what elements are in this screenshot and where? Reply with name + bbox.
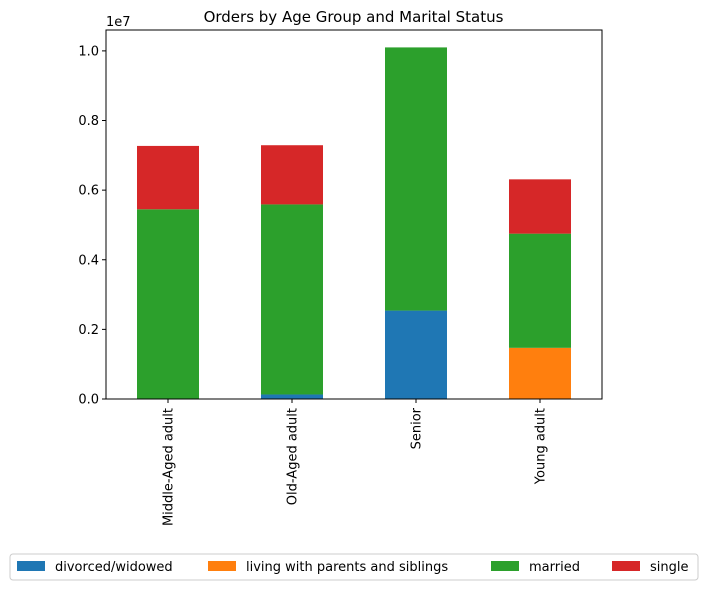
- y-axis: 0.0 0.2 0.4 0.6 0.8 1.0: [78, 44, 106, 408]
- bar-2-1: [261, 204, 323, 395]
- bar-2-0: [137, 209, 199, 399]
- x-axis: Middle-Aged adult Old-Aged adult Senior You…: [162, 399, 549, 526]
- bar-0-2: [385, 310, 447, 399]
- bars-group: [137, 47, 571, 399]
- bar-3-1: [261, 145, 323, 205]
- bar-3-0: [137, 145, 199, 210]
- x-tick-label: Old-Aged adult: [286, 408, 301, 505]
- y-tick-label: 1.0: [78, 44, 99, 59]
- y-tick-label: 0.6: [78, 184, 99, 199]
- y-tick-label: 0.4: [78, 253, 99, 268]
- y-tick-label: 0.2: [78, 323, 99, 338]
- bar-1-3: [509, 347, 571, 399]
- bar-0-1: [261, 394, 323, 399]
- legend-swatch-1: [208, 561, 236, 571]
- bar-3-3: [509, 179, 571, 234]
- bar-2-3: [509, 233, 571, 348]
- legend-box: [9, 553, 699, 581]
- x-tick-label: Young adult: [534, 408, 549, 485]
- y-tick-label: 0.0: [78, 393, 99, 408]
- legend-label-0: divorced/widowed: [55, 560, 173, 575]
- x-tick-label: Senior: [410, 407, 425, 449]
- chart-title: Orders by Age Group and Marital Status: [204, 8, 504, 26]
- bar-2-2: [385, 47, 447, 311]
- x-tick-label: Middle-Aged adult: [162, 408, 177, 526]
- plot-frame: [105, 29, 603, 400]
- legend-swatch-2: [491, 561, 519, 571]
- legend-swatch-0: [17, 561, 45, 571]
- legend: divorced/widowed living with parents and …: [9, 553, 699, 581]
- legend-swatch-3: [612, 561, 640, 571]
- y-tick-label: 0.8: [78, 114, 99, 129]
- legend-label-1: living with parents and siblings: [246, 560, 448, 575]
- legend-label-3: single: [650, 560, 689, 575]
- y-offset-label: 1e7: [106, 15, 131, 30]
- legend-label-2: married: [529, 560, 580, 575]
